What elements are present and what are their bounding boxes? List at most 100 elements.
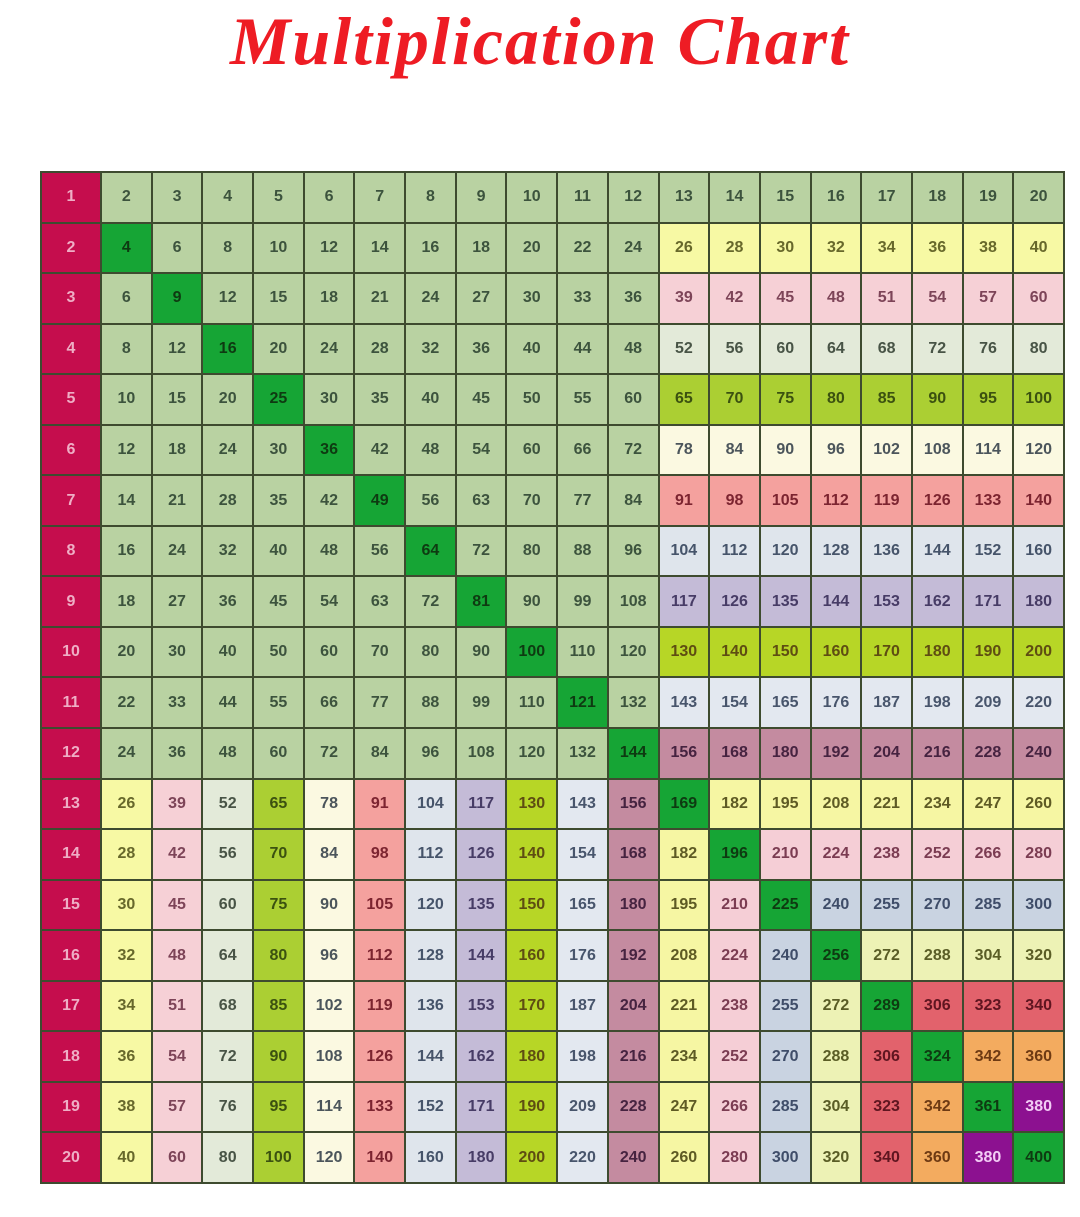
product-cell: 98	[710, 476, 759, 525]
product-cell: 54	[152, 1032, 202, 1081]
product-cell: 18	[304, 274, 354, 323]
product-cell: 95	[963, 375, 1013, 424]
product-cell: 224	[710, 931, 759, 980]
product-cell: 16	[203, 324, 253, 374]
product-cell: 39	[659, 274, 709, 323]
product-cell: 12	[203, 274, 253, 323]
product-cell: 209	[558, 1082, 607, 1132]
product-cell: 150	[507, 880, 557, 930]
product-cell: 36	[456, 324, 506, 374]
product-cell: 120	[304, 1133, 354, 1182]
product-cell: 320	[1014, 931, 1063, 980]
product-cell: 100	[507, 627, 557, 677]
product-cell: 70	[710, 375, 759, 424]
product-cell: 260	[1014, 779, 1063, 829]
row-header: 14	[42, 830, 100, 879]
product-cell: 342	[963, 1032, 1013, 1081]
product-cell: 64	[406, 526, 455, 576]
product-cell: 56	[406, 476, 455, 525]
product-cell: 304	[811, 1082, 861, 1132]
product-cell: 135	[456, 880, 506, 930]
product-cell: 144	[406, 1032, 455, 1081]
product-cell: 35	[254, 476, 303, 525]
product-cell: 36	[102, 1032, 151, 1081]
product-cell: 35	[355, 375, 405, 424]
product-cell: 60	[1014, 274, 1063, 323]
product-cell: 144	[608, 729, 658, 778]
product-cell: 165	[558, 880, 607, 930]
product-cell: 270	[912, 880, 962, 930]
product-cell: 112	[710, 526, 759, 576]
product-cell: 128	[811, 526, 861, 576]
product-cell: 33	[152, 678, 202, 728]
product-cell: 48	[203, 729, 253, 778]
product-cell: 182	[659, 830, 709, 879]
product-cell: 63	[355, 577, 405, 626]
product-cell: 126	[355, 1032, 405, 1081]
product-cell: 256	[811, 931, 861, 980]
row-header: 20	[42, 1133, 100, 1182]
product-cell: 98	[355, 830, 405, 879]
product-cell: 72	[608, 425, 658, 475]
row-header: 7	[42, 476, 100, 525]
product-cell: 24	[102, 729, 151, 778]
product-cell: 30	[304, 375, 354, 424]
product-cell: 255	[760, 981, 810, 1031]
product-cell: 100	[254, 1133, 303, 1182]
product-cell: 77	[558, 476, 607, 525]
product-cell: 20	[102, 627, 151, 677]
product-cell: 75	[760, 375, 810, 424]
product-cell: 36	[608, 274, 658, 323]
product-cell: 24	[608, 223, 658, 273]
product-cell: 6	[102, 274, 151, 323]
product-cell: 72	[406, 577, 455, 626]
product-cell: 120	[608, 627, 658, 677]
product-cell: 90	[507, 577, 557, 626]
product-cell: 40	[102, 1133, 151, 1182]
product-cell: 240	[760, 931, 810, 980]
product-cell: 60	[608, 375, 658, 424]
product-cell: 90	[456, 627, 506, 677]
product-cell: 114	[304, 1082, 354, 1132]
product-cell: 228	[608, 1082, 658, 1132]
product-cell: 323	[862, 1082, 911, 1132]
product-cell: 182	[710, 779, 759, 829]
product-cell: 24	[203, 425, 253, 475]
product-cell: 104	[659, 526, 709, 576]
product-cell: 160	[406, 1133, 455, 1182]
product-cell: 110	[507, 678, 557, 728]
product-cell: 48	[608, 324, 658, 374]
product-cell: 400	[1014, 1133, 1063, 1182]
product-cell: 180	[456, 1133, 506, 1182]
product-cell: 22	[558, 223, 607, 273]
product-cell: 171	[963, 577, 1013, 626]
product-cell: 32	[203, 526, 253, 576]
product-cell: 360	[912, 1133, 962, 1182]
product-cell: 200	[507, 1133, 557, 1182]
product-cell: 225	[760, 880, 810, 930]
product-cell: 85	[254, 981, 303, 1031]
product-cell: 64	[203, 931, 253, 980]
product-cell: 216	[608, 1032, 658, 1081]
product-cell: 20	[254, 324, 303, 374]
product-cell: 28	[203, 476, 253, 525]
product-cell: 266	[963, 830, 1013, 879]
product-cell: 126	[456, 830, 506, 879]
product-cell: 221	[659, 981, 709, 1031]
product-cell: 160	[1014, 526, 1063, 576]
product-cell: 140	[355, 1133, 405, 1182]
product-cell: 240	[1014, 729, 1063, 778]
product-cell: 60	[304, 627, 354, 677]
product-cell: 198	[558, 1032, 607, 1081]
product-cell: 105	[760, 476, 810, 525]
product-cell: 176	[558, 931, 607, 980]
product-cell: 135	[760, 577, 810, 626]
product-cell: 117	[659, 577, 709, 626]
product-cell: 51	[152, 981, 202, 1031]
product-cell: 152	[963, 526, 1013, 576]
product-cell: 18	[152, 425, 202, 475]
product-cell: 39	[152, 779, 202, 829]
product-cell: 24	[304, 324, 354, 374]
multiplication-table: 1 2 3 4 5 6 7 8 9 10 11 12 13 14 15 16 17 18 19 20 2 4 6 8 10 12 1…	[40, 171, 1065, 1184]
product-cell: 153	[862, 577, 911, 626]
